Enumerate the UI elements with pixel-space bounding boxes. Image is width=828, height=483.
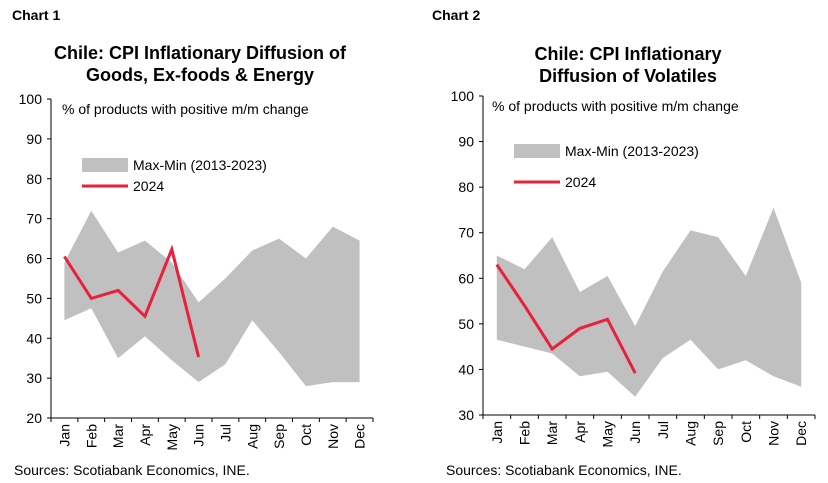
chart-1-y-tick-label: 50 — [26, 290, 42, 306]
chart-2-x-tick-label: Oct — [738, 421, 754, 443]
chart-1-max-min-band — [64, 210, 360, 387]
chart-2-x-tick-label: May — [600, 421, 616, 447]
chart-2-x-tick-label: Apr — [572, 421, 588, 443]
chart-2-max-min-band — [496, 207, 802, 397]
chart-1-source: Sources: Scotiabank Economics, INE. — [14, 462, 250, 478]
chart-1-y-tick-label: 80 — [26, 171, 42, 187]
chart-1-annotation: % of products with positive m/m change — [62, 101, 309, 117]
chart-1-x-tick-label: Oct — [298, 424, 314, 446]
chart-1-x-tick-label: Sep — [271, 424, 287, 449]
chart-1-x-tick-label: Nov — [325, 424, 341, 449]
chart-1-series-2024-line — [63, 244, 201, 358]
chart-2-x-tick-label: Jun — [627, 421, 643, 444]
chart-1-y-tick-label: 70 — [26, 211, 42, 227]
chart-1-title-line2: Goods, Ex-foods & Energy — [85, 65, 315, 85]
chart-1-y-tick-label: 100 — [19, 91, 43, 107]
chart-1-y-tick-label: 60 — [26, 251, 42, 267]
chart-1-y-tick-label: 30 — [26, 370, 42, 386]
chart-2-x-tick-label: Dec — [793, 421, 809, 446]
chart-1-x-tick-label: Mar — [110, 424, 126, 448]
chart-2-x-tick-label: Sep — [710, 421, 726, 446]
chart-1-legend-band-swatch — [82, 158, 128, 172]
chart-2-legend-band-swatch — [514, 144, 560, 158]
chart-1-x-tick-label: Jan — [56, 424, 72, 447]
chart-1-y-tick-label: 90 — [26, 131, 42, 147]
chart-2-x-tick-label: Jan — [489, 421, 505, 444]
chart-2-y-tick-label: 90 — [458, 134, 474, 150]
chart-2-legend-line-label: 2024 — [565, 174, 596, 190]
chart-2-x-tick-label: Feb — [517, 421, 533, 445]
chart-2-y-tick-label: 40 — [458, 361, 474, 377]
chart-2-y-tick-label: 30 — [458, 407, 474, 423]
chart-2-label: Chart 2 — [432, 7, 481, 23]
chart-2-y-tick-label: 50 — [458, 316, 474, 332]
chart-2-x-tick-label: Nov — [766, 421, 782, 446]
chart-1-x-tick-label: Apr — [137, 424, 153, 446]
chart-1-x-tick-label: Aug — [244, 424, 260, 449]
chart-1-title-line1: Chile: CPI Inflationary Diffusion of — [54, 43, 346, 63]
chart-2-title: Chile: CPI Inflationary Diffusion of Vol… — [428, 43, 828, 87]
chart-1-x-tick-label: Jun — [191, 424, 207, 447]
chart-1-x-tick-label: May — [164, 424, 180, 450]
chart-1-x-tick-label: Jul — [217, 424, 233, 442]
chart-2-y-tick-label: 70 — [458, 225, 474, 241]
chart-2-annotation: % of products with positive m/m change — [492, 98, 739, 114]
chart-1-label: Chart 1 — [12, 7, 61, 23]
chart-2-source: Sources: Scotiabank Economics, INE. — [446, 462, 682, 478]
chart-2-title-line1: Chile: CPI Inflationary — [534, 44, 722, 64]
chart-2-y-tick-label: 100 — [451, 88, 475, 104]
chart-1-title: Chile: CPI Inflationary Diffusion of Goo… — [0, 42, 400, 86]
chart-2-x-tick-label: Jul — [655, 421, 671, 439]
chart-1-legend-line-label: 2024 — [133, 178, 164, 194]
chart-1-legend-band-label: Max-Min (2013-2023) — [133, 157, 267, 173]
chart-2-legend-band-label: Max-Min (2013-2023) — [565, 143, 699, 159]
chart-1-x-tick-label: Feb — [83, 424, 99, 448]
chart-2-x-tick-label: Aug — [683, 421, 699, 446]
chart-2-series-2024-line — [495, 263, 637, 374]
chart-1-y-tick-label: 20 — [26, 410, 42, 426]
chart-2-y-tick-label: 80 — [458, 179, 474, 195]
chart-1-y-tick-label: 40 — [26, 330, 42, 346]
chart-2-x-tick-label: Mar — [544, 421, 560, 445]
chart-2-title-line2: Diffusion of Volatiles — [539, 66, 717, 86]
chart-1-x-tick-label: Dec — [352, 424, 368, 449]
chart-2-y-tick-label: 60 — [458, 270, 474, 286]
